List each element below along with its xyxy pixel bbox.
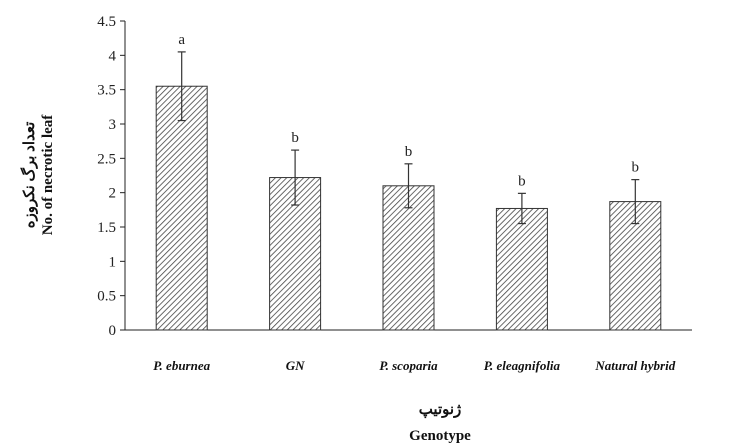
significance-letter: b [632,160,640,176]
y-tick-label: 2 [109,186,117,202]
y-tick-label: 2.5 [97,151,116,167]
y-axis-title: No. of necrotic leaf [40,114,56,236]
y-tick-label: 0 [109,323,117,339]
y-tick-label: 4.5 [97,14,116,30]
error-bars [177,51,640,225]
y-axis-title-persian: تعداد برگ نکروزه [20,122,38,229]
category-label: P. eleagnifolia [484,358,561,373]
y-tick-label: 3 [109,117,117,133]
bar [155,85,208,331]
category-label: P. scoparia [379,358,438,373]
y-axis: 0 0.5 1 1.5 2 2.5 3 3.5 4 4.5 [97,14,126,339]
significance-letter: a [178,32,185,48]
x-axis-title: Genotype [409,428,471,444]
significance-letter: b [518,173,526,189]
category-labels: P. eburnea GN P. scoparia P. eleagnifolia Na… [153,358,675,373]
bar [495,207,548,331]
significance-letter: b [291,130,299,146]
y-tick-label: 1 [109,254,117,270]
x-axis-title-persian: ژنوتیپ [419,402,462,419]
significance-letter: b [405,144,413,160]
category-label: GN [286,358,305,373]
category-label: P. eburnea [153,358,210,373]
category-label: Natural hybrid [594,358,675,373]
y-tick-label: 0.5 [97,289,116,305]
y-tick-label: 3.5 [97,83,116,99]
y-tick-label: 4 [109,48,117,64]
significance-letters: a b b b b [178,32,639,189]
y-tick-label: 1.5 [97,220,116,236]
